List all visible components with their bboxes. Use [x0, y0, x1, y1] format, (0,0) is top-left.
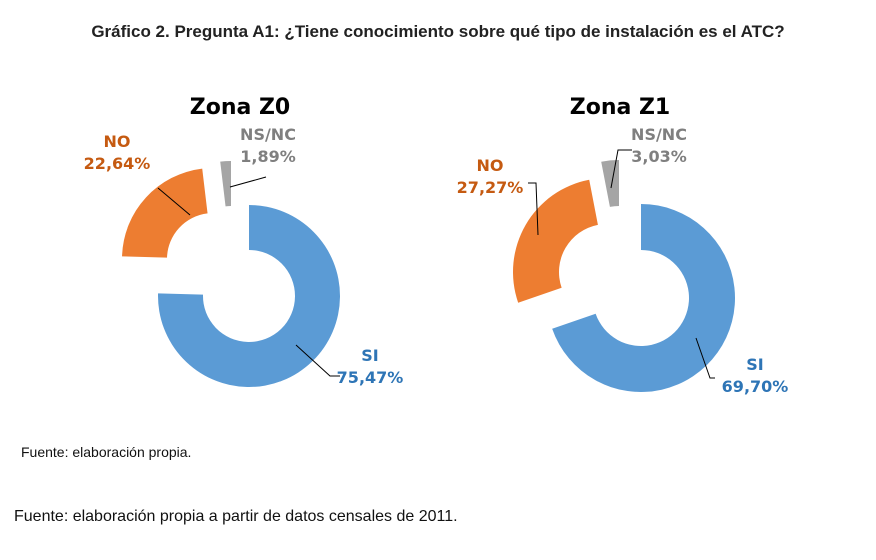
leader-line: [295, 344, 340, 377]
slice-label: SI: [746, 355, 763, 374]
source-note: Fuente: elaboración propia.: [21, 444, 192, 460]
slice-value-label: 22,64%: [84, 154, 151, 173]
donut-chart-1: Zona Z0 SI 75,47% NO 22,64% NS/NC 1,89%: [84, 95, 404, 387]
slice-label: NS/NC: [240, 125, 296, 144]
slice-value-label: 3,03%: [631, 147, 687, 166]
leader-line: [695, 337, 715, 379]
slice-value-label: 1,89%: [240, 147, 296, 166]
slice-label: NO: [477, 156, 504, 175]
slice-si: [552, 204, 735, 392]
donut-chart-2: Zona Z1 SI 69,70% NO 27,27% NS/NC 3,03%: [457, 95, 789, 396]
slice-no: [513, 179, 598, 303]
figure-title: Gráfico 2. Pregunta A1: ¿Tiene conocimie…: [91, 22, 785, 41]
leader-line: [528, 182, 539, 236]
chart-title: Zona Z0: [190, 95, 291, 120]
leader-line: [610, 149, 632, 189]
slice-ns-nc: [601, 160, 619, 207]
slice-label: SI: [361, 346, 378, 365]
chart-title: Zona Z1: [570, 95, 671, 120]
slice-si: [158, 205, 340, 387]
leader-line: [157, 187, 191, 216]
slice-label: NO: [104, 132, 131, 151]
slice-value-label: 75,47%: [337, 368, 404, 387]
slice-no: [122, 168, 208, 258]
leader-line: [229, 176, 267, 188]
slice-ns-nc: [220, 161, 231, 207]
source-note-census: Fuente: elaboración propia a partir de d…: [14, 508, 458, 525]
slice-value-label: 27,27%: [457, 178, 524, 197]
slice-label: NS/NC: [631, 125, 687, 144]
slice-value-label: 69,70%: [722, 377, 789, 396]
